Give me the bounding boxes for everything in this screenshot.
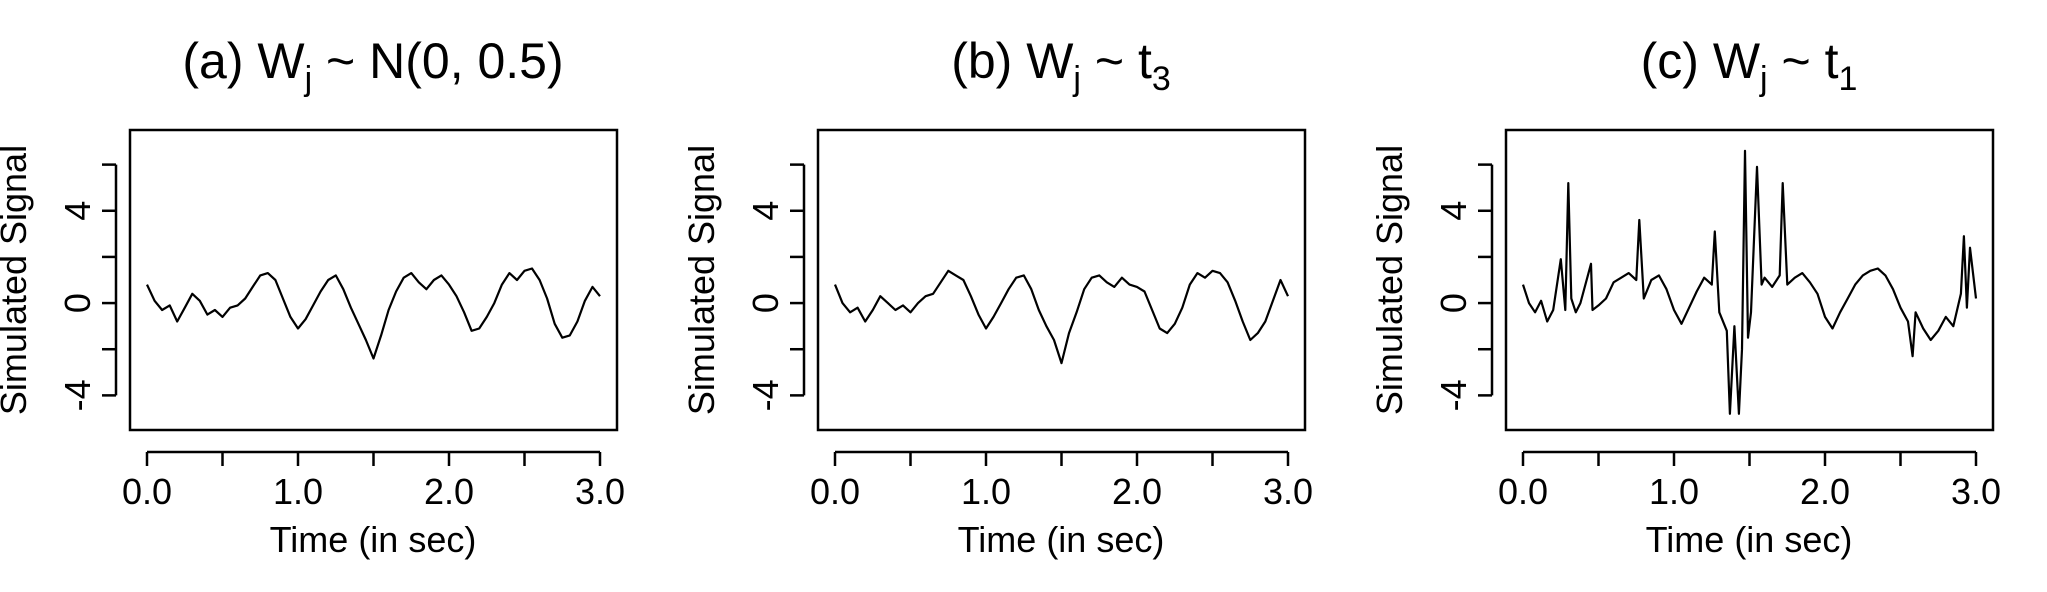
panel-c-y-tick-label: -4 — [1433, 379, 1474, 411]
panel-a-title: (a) Wj ~ N(0, 0.5) — [182, 33, 563, 98]
panel-c-series-line — [1521, 149, 1978, 415]
panel-c-x-tick-label: 0.0 — [1498, 471, 1548, 512]
panel-c-x-axis-label: Time (in sec) — [1646, 519, 1853, 560]
panel-c-title-sub: j — [1759, 60, 1768, 98]
panel-a-title-base: W — [257, 33, 305, 89]
panel-b-x-tick-label: 3.0 — [1263, 471, 1313, 512]
panel-c-title-base: W — [1713, 33, 1761, 89]
panel-a-y-tick-label: 0 — [57, 293, 98, 313]
panel-b-y-tick-label: 0 — [745, 293, 786, 313]
panel-b: (b) Wj ~ t3 0.0 1.0 2.0 3.0 -4 0 4 Time (in se… — [681, 33, 1313, 560]
panel-b-plot-frame — [816, 128, 1307, 432]
panel-b-label: (b) — [951, 33, 1012, 89]
panel-c-plot-frame — [1504, 128, 1995, 432]
panel-a-y-tick-label: 4 — [57, 201, 98, 221]
panel-b-series-line — [833, 269, 1289, 365]
panel-b-y-tick-label: 4 — [745, 201, 786, 221]
panel-a-x-tick-label: 3.0 — [575, 471, 625, 512]
panel-a-x-tick-label: 1.0 — [273, 471, 323, 512]
panel-c-axes: 0.0 1.0 2.0 3.0 -4 0 4 — [1433, 163, 2001, 512]
panel-a-x-tick-label: 2.0 — [424, 471, 474, 512]
panel-b-y-axis-label: Simulated Signal — [681, 145, 722, 415]
panel-b-title-tail-sub: 3 — [1152, 60, 1171, 98]
panel-a-axes: 0.0 1.0 2.0 3.0 -4 0 4 — [57, 163, 625, 512]
panel-b-x-tick-label: 1.0 — [961, 471, 1011, 512]
panel-a-title-sub: j — [304, 60, 313, 98]
panel-c-x-tick-label: 2.0 — [1800, 471, 1850, 512]
panel-b-title-tail: ~ t — [1081, 33, 1152, 89]
panel-a-label: (a) — [182, 33, 243, 89]
panel-c-title-tail-sub: 1 — [1838, 60, 1857, 98]
panel-c-x-tick-label: 3.0 — [1951, 471, 2001, 512]
panel-b-axes: 0.0 1.0 2.0 3.0 -4 0 4 — [745, 163, 1313, 512]
panel-c-y-tick-label: 0 — [1433, 293, 1474, 313]
panel-b-x-tick-label: 0.0 — [810, 471, 860, 512]
panel-a: (a) Wj ~ N(0, 0.5) 0.0 1.0 2.0 3.0 -4 0 4 Time… — [0, 33, 625, 560]
panel-a-title-tail: ~ N(0, 0.5) — [312, 33, 564, 89]
panel-c-y-tick-label: 4 — [1433, 201, 1474, 221]
panel-c-x-tick-label: 1.0 — [1649, 471, 1699, 512]
panel-b-title: (b) Wj ~ t3 — [951, 33, 1171, 98]
panel-c: (c) Wj ~ t1 0.0 1.0 2.0 3.0 -4 0 4 Time (in se… — [1369, 33, 2001, 560]
panel-b-y-tick-label: -4 — [745, 379, 786, 411]
panel-c-y-axis-label: Simulated Signal — [1369, 145, 1410, 415]
panel-a-plot-frame — [128, 128, 619, 432]
panel-b-x-axis-label: Time (in sec) — [958, 519, 1165, 560]
panel-c-label: (c) — [1641, 33, 1699, 89]
panel-a-series-line — [146, 267, 601, 360]
panel-b-x-tick-label: 2.0 — [1112, 471, 1162, 512]
panel-a-x-tick-label: 0.0 — [122, 471, 172, 512]
panel-c-title-tail: ~ t — [1768, 33, 1839, 89]
panel-a-y-axis-label: Simulated Signal — [0, 145, 34, 415]
panel-c-title: (c) Wj ~ t1 — [1641, 33, 1858, 98]
panel-b-title-sub: j — [1072, 60, 1081, 98]
panel-a-x-axis-label: Time (in sec) — [270, 519, 477, 560]
panel-b-title-base: W — [1026, 33, 1074, 89]
panel-a-y-tick-label: -4 — [57, 379, 98, 411]
